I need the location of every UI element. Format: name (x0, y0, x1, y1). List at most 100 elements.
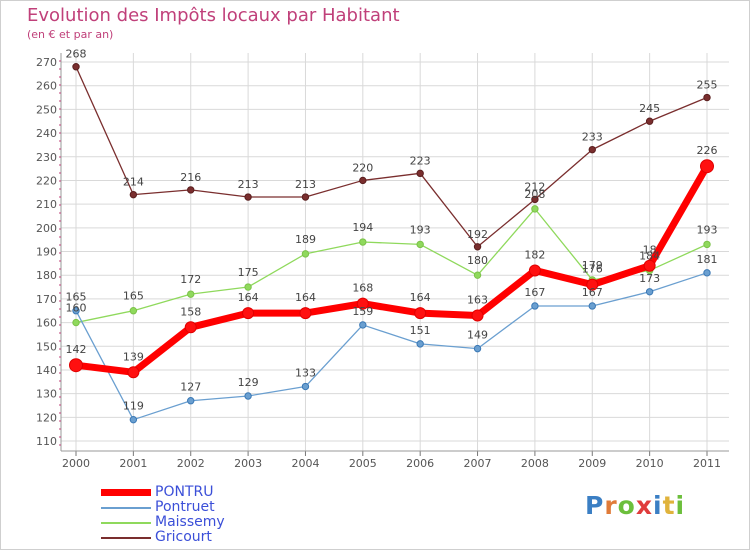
data-label-pontruet: 173 (639, 272, 660, 285)
data-point-pontru (299, 307, 312, 320)
logo-letter: P (585, 491, 605, 520)
data-point-pontru (184, 321, 197, 334)
data-label-pontruet: 129 (238, 376, 259, 389)
x-tick-label: 2010 (636, 457, 664, 470)
data-label-pontruet: 119 (123, 400, 144, 413)
data-label-pontru: 142 (66, 343, 87, 356)
chart-subtitle: (en € et par an) (27, 28, 114, 41)
data-label-gricourt: 255 (697, 79, 718, 92)
y-tick-label: 220 (36, 174, 57, 187)
legend-swatch (101, 536, 151, 539)
data-label-pontruet: 181 (697, 253, 718, 266)
y-tick-label: 200 (36, 222, 57, 235)
logo-letter: r (604, 491, 618, 520)
y-tick-label: 260 (36, 80, 57, 93)
data-point-gricourt (531, 195, 539, 204)
legend-swatch (101, 489, 151, 496)
legend-item: Pontruet (101, 500, 225, 515)
logo-letter: i (653, 491, 663, 520)
logo-letter: i (675, 491, 686, 520)
y-tick-label: 180 (36, 269, 57, 282)
y-tick-label: 120 (36, 411, 57, 424)
data-point-pontru (356, 297, 369, 310)
data-point-maissemy (187, 290, 195, 298)
data-point-pontruet (416, 340, 424, 348)
legend-label: PONTRU (155, 484, 214, 500)
data-point-gricourt (187, 186, 195, 194)
y-tick-label: 230 (36, 151, 57, 164)
data-point-gricourt (301, 193, 310, 201)
data-label-pontru: 182 (524, 248, 545, 261)
y-tick-label: 250 (36, 103, 57, 116)
data-label-pontru: 163 (467, 293, 488, 306)
legend-label: Maissemy (155, 514, 225, 530)
data-point-pontru (414, 307, 427, 320)
data-label-gricourt: 213 (238, 178, 259, 191)
y-tick-label: 270 (36, 56, 57, 69)
data-point-maissemy (72, 318, 80, 327)
y-tick-label: 160 (36, 317, 57, 330)
data-point-gricourt (588, 145, 596, 154)
data-label-gricourt: 214 (123, 176, 144, 189)
legend: PONTRU Pontruet Maissemy Gricourt (101, 485, 225, 545)
data-label-pontru: 139 (123, 350, 144, 363)
x-tick-label: 2006 (406, 457, 434, 470)
data-point-gricourt (72, 63, 80, 71)
x-tick-label: 2007 (464, 457, 492, 470)
data-point-maissemy (244, 283, 252, 291)
data-point-gricourt (359, 176, 367, 185)
data-label-maissemy: 175 (238, 266, 259, 279)
data-point-pontruet (72, 307, 80, 315)
data-point-pontruet (244, 392, 252, 400)
data-point-pontruet (187, 397, 195, 405)
y-tick-label: 170 (36, 293, 57, 306)
data-label-maissemy: 160 (66, 302, 87, 315)
data-label-pontruet: 165 (66, 291, 87, 304)
x-tick-label: 2000 (62, 457, 90, 470)
y-tick-label: 240 (36, 127, 57, 140)
data-label-maissemy: 208 (524, 188, 545, 201)
data-point-gricourt (703, 93, 711, 102)
data-label-maissemy: 172 (180, 273, 201, 286)
legend-item: Gricourt (101, 530, 225, 545)
data-label-gricourt: 216 (180, 171, 201, 184)
data-label-pontru: 164 (410, 291, 431, 304)
data-label-pontruet: 167 (524, 286, 545, 299)
data-point-pontruet (703, 269, 711, 277)
data-label-maissemy: 165 (123, 290, 144, 303)
x-tick-label: 2004 (291, 457, 319, 470)
legend-item: PONTRU (101, 485, 225, 500)
data-label-gricourt: 268 (66, 48, 87, 61)
y-tick-label: 130 (36, 388, 57, 401)
legend-swatch (101, 506, 151, 509)
data-point-maissemy (703, 240, 711, 249)
data-point-pontruet (359, 321, 367, 329)
data-label-maissemy: 194 (352, 221, 373, 234)
x-tick-label: 2001 (119, 457, 147, 470)
data-point-maissemy (301, 250, 310, 258)
data-point-pontru (586, 278, 599, 291)
legend-label: Gricourt (155, 529, 212, 545)
data-point-pontruet (645, 288, 654, 296)
data-point-maissemy (473, 271, 482, 279)
data-label-maissemy: 184 (639, 249, 660, 262)
data-point-pontru (471, 309, 484, 322)
data-label-maissemy: 179 (582, 259, 603, 272)
x-tick-label: 2011 (693, 457, 721, 470)
legend-label: Pontruet (155, 499, 215, 515)
data-label-gricourt: 245 (639, 102, 660, 115)
data-point-pontru (528, 264, 541, 277)
data-point-pontru (242, 307, 255, 320)
data-point-pontruet (531, 302, 539, 310)
data-label-pontru: 226 (697, 144, 718, 157)
data-label-maissemy: 189 (295, 233, 316, 246)
data-label-maissemy: 180 (467, 254, 488, 267)
data-label-maissemy: 193 (697, 223, 718, 236)
data-label-pontruet: 167 (582, 286, 603, 299)
legend-item: Maissemy (101, 515, 225, 530)
data-point-gricourt (244, 193, 252, 201)
data-label-pontru: 168 (352, 282, 373, 295)
data-label-gricourt: 233 (582, 131, 603, 144)
data-point-maissemy (416, 240, 424, 249)
data-point-pontruet (473, 344, 482, 353)
